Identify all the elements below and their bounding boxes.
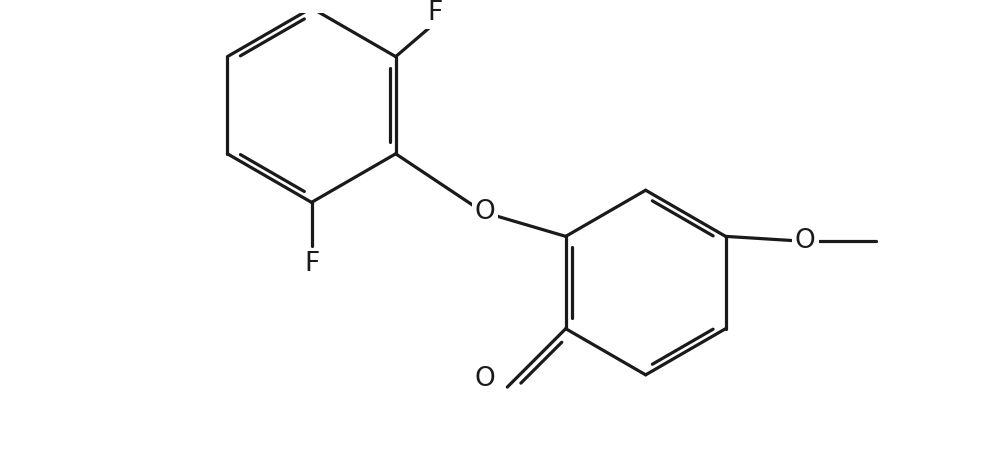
Text: O: O [795, 228, 816, 254]
Text: O: O [475, 199, 495, 225]
Text: F: F [304, 251, 319, 277]
Text: F: F [427, 0, 442, 26]
Text: O: O [475, 366, 496, 392]
